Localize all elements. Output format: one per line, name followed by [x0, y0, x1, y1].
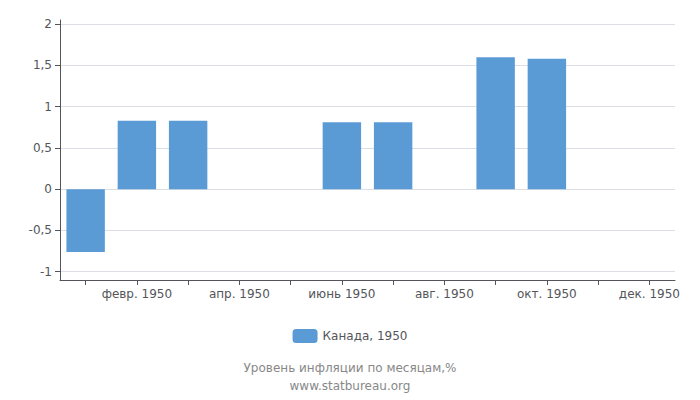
svg-text:2: 2 [44, 17, 52, 31]
svg-text:окт. 1950: окт. 1950 [517, 287, 577, 301]
svg-text:Уровень инфляции по месяцам,%: Уровень инфляции по месяцам,% [244, 361, 457, 375]
svg-text:апр. 1950: апр. 1950 [209, 287, 270, 301]
svg-text:-1: -1 [40, 265, 52, 279]
svg-text:Канада, 1950: Канада, 1950 [323, 329, 408, 343]
svg-text:февр. 1950: февр. 1950 [102, 287, 173, 301]
svg-text:www.statbureau.org: www.statbureau.org [290, 379, 411, 393]
svg-text:1,5: 1,5 [33, 58, 52, 72]
svg-text:0: 0 [44, 182, 52, 196]
svg-text:-0,5: -0,5 [29, 223, 52, 237]
svg-text:авг. 1950: авг. 1950 [415, 287, 474, 301]
svg-text:0,5: 0,5 [33, 141, 52, 155]
svg-text:дек. 1950: дек. 1950 [619, 287, 680, 301]
svg-text:июнь 1950: июнь 1950 [308, 287, 375, 301]
svg-text:1: 1 [44, 100, 52, 114]
